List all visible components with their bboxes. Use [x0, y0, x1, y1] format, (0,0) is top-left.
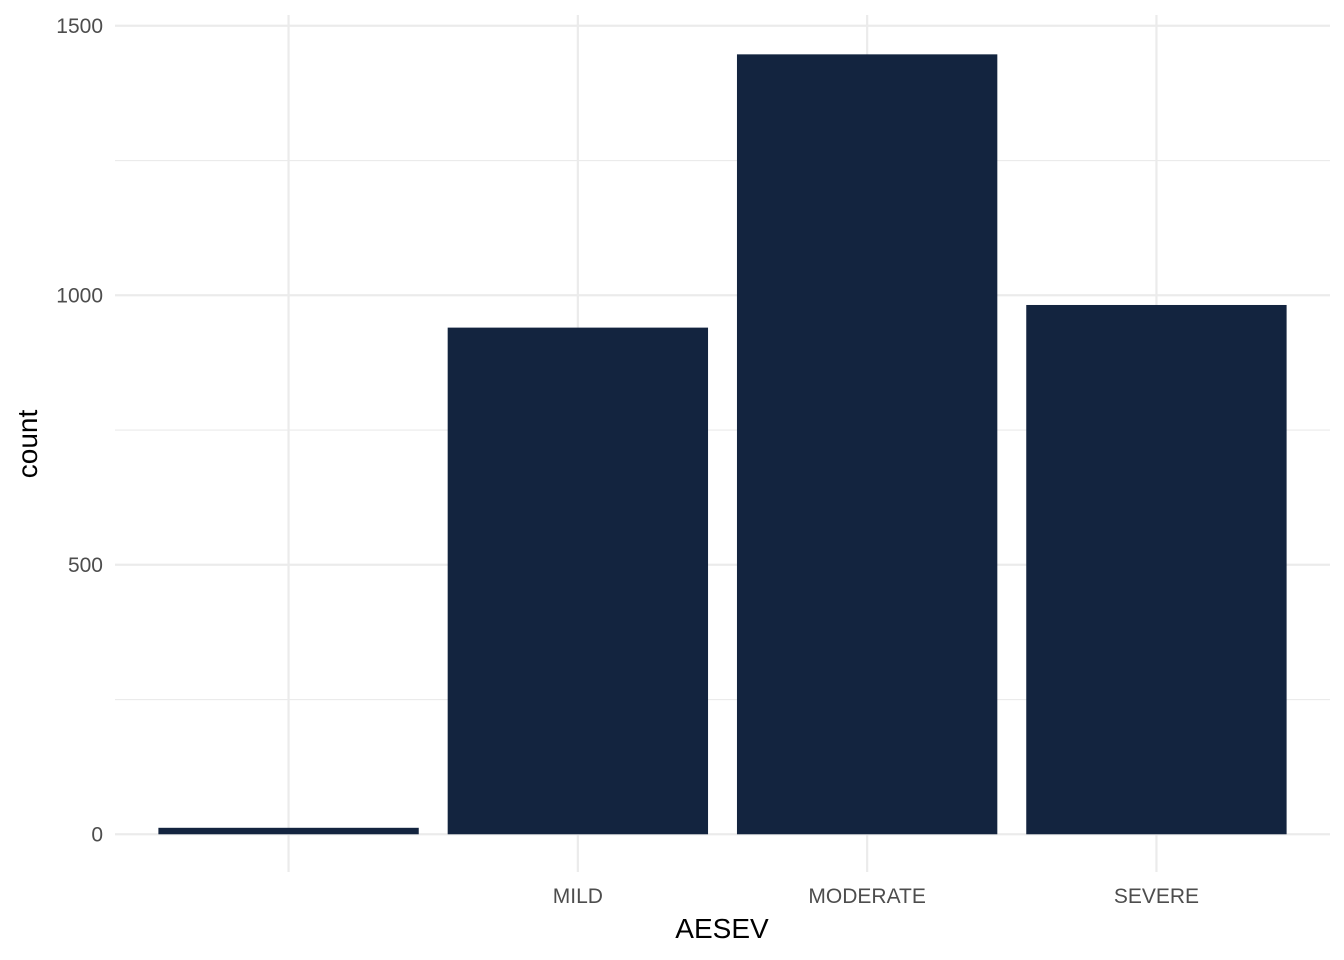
- x-tick-label: MODERATE: [808, 885, 925, 908]
- bars: [158, 54, 1287, 835]
- bar: [736, 54, 998, 835]
- y-tick-labels: 0 500 1000 1500: [56, 15, 103, 846]
- y-axis-title: count: [12, 410, 43, 479]
- bar: [158, 827, 419, 835]
- y-tick-label: 0: [91, 823, 103, 846]
- x-tick-label: MILD: [553, 885, 603, 908]
- x-axis-title: AESEV: [675, 913, 769, 944]
- y-tick-label: 1000: [56, 284, 103, 307]
- bar: [447, 327, 709, 835]
- x-tick-label: SEVERE: [1114, 885, 1199, 908]
- bar: [1026, 304, 1287, 835]
- y-tick-label: 1500: [56, 15, 103, 38]
- x-tick-labels: MILD MODERATE SEVERE: [553, 885, 1199, 908]
- y-tick-label: 500: [68, 554, 103, 577]
